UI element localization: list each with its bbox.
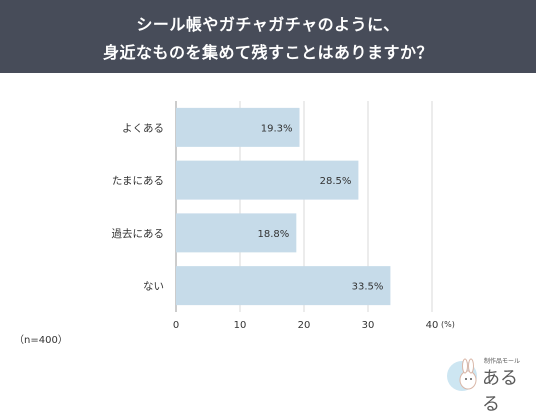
bar — [176, 266, 391, 306]
x-tick-label: 20 — [298, 320, 311, 331]
category-label: 過去にある — [112, 228, 165, 240]
x-tick-label: 0 — [173, 320, 179, 331]
bar-value-label: 33.5% — [352, 282, 384, 293]
x-tick-label: 30 — [362, 320, 375, 331]
chart-header: シール帳やガチャガチャのように、 身近なものを集めて残すことはありますか？ — [0, 0, 536, 73]
bar-chart: 0 10 20 30 40 (%) 19.3% よくある 28.5% たまにある 18.8% 過去にあ… — [112, 101, 455, 331]
logo-subtitle: 制作品モール — [484, 358, 521, 365]
sample-size-note: （n=400） — [14, 335, 68, 346]
chart-title-line-1: シール帳やガチャガチャのように、 — [136, 15, 400, 34]
chart-title-line-2: 身近なものを集めて残すことはありますか？ — [102, 43, 433, 62]
bar — [176, 107, 300, 147]
rabbit-logo-icon — [447, 358, 477, 391]
bar-value-label: 28.5% — [320, 176, 352, 187]
brand-logo: 制作品モール あるる — [444, 354, 530, 415]
x-tick-label: 40 — [426, 320, 439, 331]
bar-value-label: 18.8% — [258, 229, 290, 240]
category-label: よくある — [122, 122, 164, 134]
bar — [176, 160, 359, 200]
category-label: たまにある — [112, 175, 164, 187]
bar-value-label: 19.3% — [261, 123, 293, 134]
category-label: ない — [143, 281, 164, 293]
x-tick-label: 10 — [234, 320, 247, 331]
bar — [176, 213, 297, 253]
x-axis-unit-label: (%) — [441, 320, 455, 329]
logo-wordmark: あるる — [482, 368, 518, 415]
